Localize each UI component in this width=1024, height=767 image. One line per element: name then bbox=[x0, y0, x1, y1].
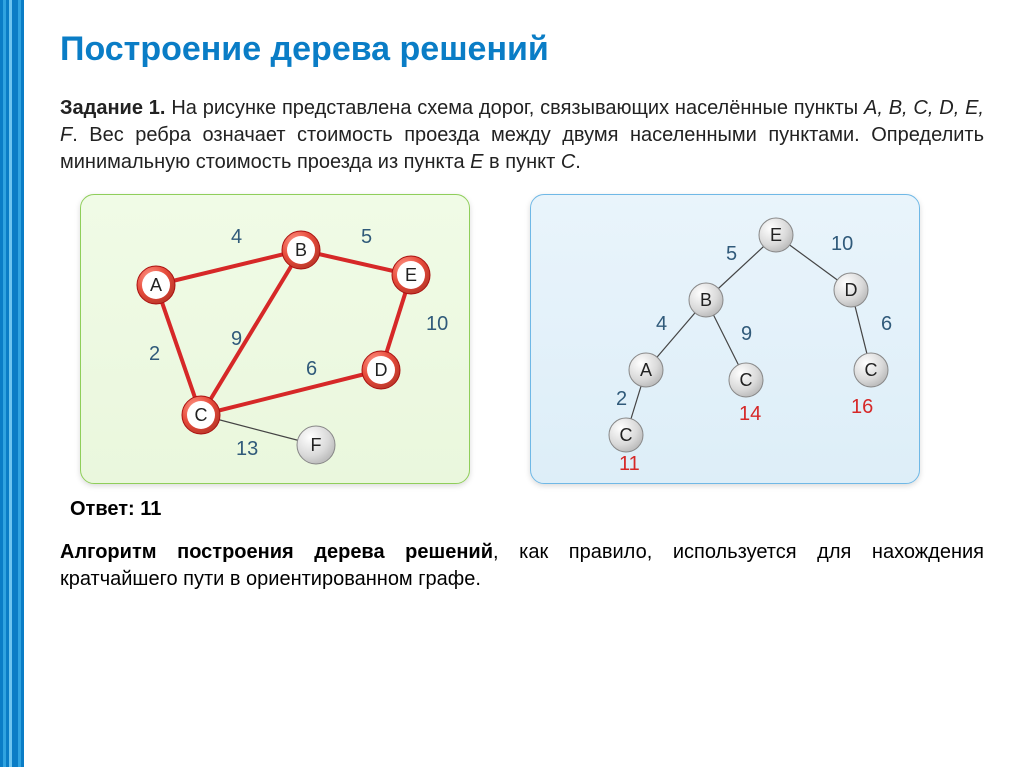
svg-text:5: 5 bbox=[361, 226, 372, 248]
svg-text:9: 9 bbox=[231, 328, 242, 350]
svg-text:D: D bbox=[375, 360, 388, 380]
svg-text:14: 14 bbox=[739, 403, 761, 425]
svg-text:10: 10 bbox=[831, 233, 853, 255]
answer-line: Ответ: 11 bbox=[70, 498, 984, 521]
tree-node-E: E bbox=[759, 218, 793, 252]
tree-node-A: A bbox=[629, 353, 663, 387]
svg-text:E: E bbox=[770, 225, 782, 245]
graph-node-B: B bbox=[282, 231, 320, 269]
graph-svg: 4 5 2 9 10 6 13 A B C D E F bbox=[81, 195, 471, 485]
task-label: Задание 1. bbox=[60, 97, 165, 119]
graph-node-F: F bbox=[297, 426, 335, 464]
svg-text:A: A bbox=[640, 360, 652, 380]
svg-text:6: 6 bbox=[306, 358, 317, 380]
svg-text:E: E bbox=[405, 265, 417, 285]
svg-text:B: B bbox=[700, 290, 712, 310]
graph-node-D: D bbox=[362, 351, 400, 389]
svg-text:10: 10 bbox=[426, 313, 448, 335]
graph-node-E: E bbox=[392, 256, 430, 294]
tree-node-C: C bbox=[609, 418, 643, 452]
svg-text:4: 4 bbox=[656, 313, 667, 335]
svg-text:5: 5 bbox=[726, 243, 737, 265]
tree-node-B: B bbox=[689, 283, 723, 317]
graph-panel: 4 5 2 9 10 6 13 A B C D E F bbox=[80, 194, 470, 484]
svg-text:6: 6 bbox=[881, 313, 892, 335]
svg-text:C: C bbox=[865, 360, 878, 380]
tree-node-D: D bbox=[834, 273, 868, 307]
svg-text:9: 9 bbox=[741, 323, 752, 345]
svg-text:C: C bbox=[195, 405, 208, 425]
svg-text:C: C bbox=[740, 370, 753, 390]
decorative-stripe bbox=[0, 0, 24, 767]
svg-text:16: 16 bbox=[851, 396, 873, 418]
svg-text:4: 4 bbox=[231, 226, 242, 248]
graph-node-A: A bbox=[137, 266, 175, 304]
svg-text:C: C bbox=[620, 425, 633, 445]
svg-text:A: A bbox=[150, 275, 162, 295]
algorithm-paragraph: Алгоритм построения дерева решений, как … bbox=[60, 539, 984, 593]
svg-text:B: B bbox=[295, 240, 307, 260]
diagram-row: 4 5 2 9 10 6 13 A B C D E F 5 10 4 9 6 2 E B D A C C C 11 14 16 bbox=[80, 194, 984, 484]
task-paragraph: Задание 1. На рисунке представлена схема… bbox=[60, 95, 984, 176]
svg-text:F: F bbox=[311, 435, 322, 455]
svg-text:2: 2 bbox=[616, 388, 627, 410]
tree-node-C: C bbox=[854, 353, 888, 387]
tree-panel: 5 10 4 9 6 2 E B D A C C C 11 14 16 bbox=[530, 194, 920, 484]
svg-text:13: 13 bbox=[236, 438, 258, 460]
graph-node-C: C bbox=[182, 396, 220, 434]
tree-node-C: C bbox=[729, 363, 763, 397]
svg-text:2: 2 bbox=[149, 343, 160, 365]
page-title: Построение дерева решений bbox=[60, 30, 984, 69]
svg-text:D: D bbox=[845, 280, 858, 300]
svg-text:11: 11 bbox=[619, 453, 640, 475]
slide-content: Построение дерева решений Задание 1. На … bbox=[60, 30, 984, 593]
tree-svg: 5 10 4 9 6 2 E B D A C C C 11 14 16 bbox=[531, 195, 921, 485]
